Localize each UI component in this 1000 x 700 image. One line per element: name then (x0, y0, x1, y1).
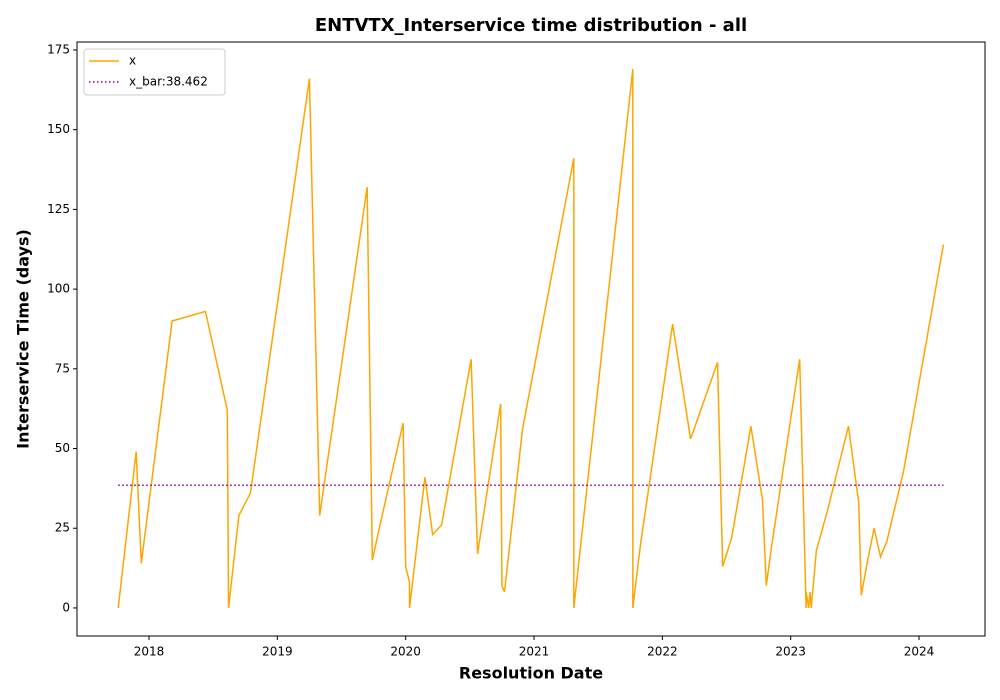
x-axis-label: Resolution Date (459, 664, 603, 683)
chart-title: ENTVTX_Interservice time distribution - … (315, 15, 747, 36)
legend: x x_bar:38.462 (83, 48, 226, 96)
y-tick-label: 0 (62, 600, 70, 614)
x-tick-label: 2020 (390, 645, 421, 659)
line-series (117, 69, 945, 609)
x-tick-label: 2019 (262, 645, 293, 659)
y-tick-label: 150 (47, 122, 70, 136)
y-tick-label: 125 (47, 202, 70, 216)
x-tick-label: 2021 (519, 645, 550, 659)
plot-frame (76, 41, 986, 637)
y-tick-label: 25 (55, 521, 70, 535)
y-axis-label: Interservice Time (days) (14, 229, 33, 449)
x-tick-label: 2023 (775, 645, 806, 659)
y-tick-label: 100 (47, 282, 70, 296)
y-tick-label: 75 (55, 361, 70, 375)
y-tick-label: 175 (47, 42, 70, 56)
y-tick-label: 50 (55, 441, 70, 455)
legend-box (83, 48, 226, 96)
legend-label: x_bar:38.462 (129, 75, 208, 89)
legend-label: x (129, 54, 136, 68)
x-tick-label: 2024 (904, 645, 935, 659)
x-tick-label: 2022 (647, 645, 678, 659)
x-tick-label: 2018 (134, 645, 165, 659)
